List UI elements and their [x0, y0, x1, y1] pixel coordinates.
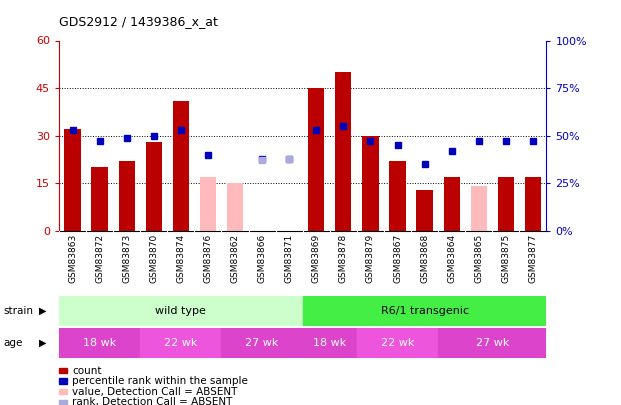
Bar — [362, 136, 379, 231]
Text: ▶: ▶ — [39, 338, 47, 348]
Text: GSM83867: GSM83867 — [393, 234, 402, 283]
Text: GSM83866: GSM83866 — [258, 234, 266, 283]
Bar — [357, 328, 438, 358]
Text: GSM83877: GSM83877 — [528, 234, 537, 283]
Bar — [438, 328, 546, 358]
Text: GSM83871: GSM83871 — [284, 234, 294, 283]
Bar — [146, 142, 162, 231]
Text: GSM83874: GSM83874 — [176, 234, 185, 283]
Text: R6/1 transgenic: R6/1 transgenic — [381, 306, 469, 316]
Text: percentile rank within the sample: percentile rank within the sample — [72, 376, 248, 386]
Text: GSM83876: GSM83876 — [204, 234, 212, 283]
Text: value, Detection Call = ABSENT: value, Detection Call = ABSENT — [72, 387, 237, 396]
Text: 22 wk: 22 wk — [164, 338, 197, 348]
Text: GSM83878: GSM83878 — [339, 234, 348, 283]
Bar — [200, 177, 216, 231]
Bar — [443, 177, 460, 231]
Bar — [59, 328, 140, 358]
Text: ▶: ▶ — [39, 306, 47, 316]
Bar — [119, 161, 135, 231]
Text: wild type: wild type — [155, 306, 206, 316]
Bar — [389, 161, 406, 231]
Text: 18 wk: 18 wk — [313, 338, 347, 348]
Bar — [222, 328, 303, 358]
Bar — [65, 129, 81, 231]
Text: GDS2912 / 1439386_x_at: GDS2912 / 1439386_x_at — [59, 15, 218, 28]
Text: GSM83875: GSM83875 — [501, 234, 510, 283]
Text: GSM83879: GSM83879 — [366, 234, 375, 283]
Text: 27 wk: 27 wk — [245, 338, 279, 348]
Bar — [140, 328, 222, 358]
Text: GSM83865: GSM83865 — [474, 234, 483, 283]
Bar — [417, 190, 433, 231]
Text: GSM83862: GSM83862 — [230, 234, 240, 283]
Text: strain: strain — [3, 306, 33, 316]
Text: count: count — [72, 366, 102, 375]
Bar — [498, 177, 514, 231]
Bar — [308, 88, 324, 231]
Text: 22 wk: 22 wk — [381, 338, 414, 348]
Bar — [59, 296, 303, 326]
Text: rank, Detection Call = ABSENT: rank, Detection Call = ABSENT — [72, 397, 232, 405]
Text: 18 wk: 18 wk — [83, 338, 116, 348]
Text: GSM83870: GSM83870 — [149, 234, 158, 283]
Bar — [227, 183, 243, 231]
Text: GSM83868: GSM83868 — [420, 234, 429, 283]
Text: GSM83863: GSM83863 — [68, 234, 77, 283]
Text: age: age — [3, 338, 22, 348]
Bar — [91, 167, 108, 231]
Bar — [335, 72, 351, 231]
Bar — [471, 186, 487, 231]
Text: 27 wk: 27 wk — [476, 338, 509, 348]
Bar — [173, 101, 189, 231]
Bar — [303, 328, 357, 358]
Text: GSM83864: GSM83864 — [447, 234, 456, 283]
Bar — [525, 177, 541, 231]
Text: GSM83872: GSM83872 — [95, 234, 104, 283]
Text: GSM83869: GSM83869 — [312, 234, 321, 283]
Bar — [303, 296, 546, 326]
Text: GSM83873: GSM83873 — [122, 234, 131, 283]
